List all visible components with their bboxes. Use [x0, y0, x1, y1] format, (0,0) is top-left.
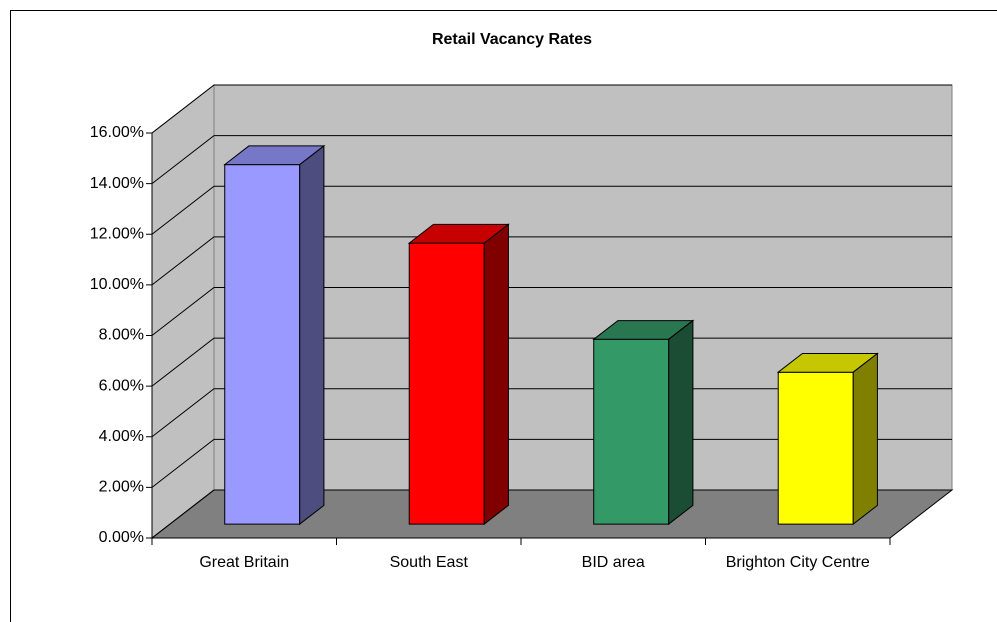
y-tick-label: 6.00% — [99, 377, 144, 394]
x-tick-label: Brighton City Centre — [725, 554, 870, 571]
bar-side — [299, 144, 325, 526]
y-tick-label: 14.00% — [90, 175, 144, 192]
bar-side — [668, 319, 694, 526]
bar-front — [777, 371, 854, 525]
x-tick-label: South East — [389, 554, 468, 571]
bar-front — [224, 164, 301, 525]
bar-front — [408, 242, 485, 525]
y-tick-label: 4.00% — [99, 428, 144, 445]
y-tick-label: 8.00% — [99, 327, 144, 344]
y-tick-label: 0.00% — [99, 529, 144, 546]
bar-side — [483, 223, 509, 526]
bar — [407, 223, 510, 526]
y-tick-label: 16.00% — [90, 124, 144, 141]
grid-line — [151, 388, 952, 438]
bar — [592, 319, 695, 526]
chart-title: Retail Vacancy Rates — [432, 31, 592, 48]
bar — [776, 352, 879, 526]
grid-line — [151, 236, 952, 286]
grid-line — [151, 185, 952, 235]
y-tick-label: 12.00% — [90, 225, 144, 242]
grid-line — [151, 287, 952, 336]
bar — [223, 144, 326, 526]
grid-line — [151, 84, 952, 134]
x-tick-label: Great Britain — [199, 554, 290, 571]
bar-side — [852, 352, 878, 526]
x-tick-label: BID area — [581, 554, 645, 571]
y-tick-label: 2.00% — [99, 479, 144, 496]
grid-line — [151, 135, 952, 185]
grid-line — [151, 489, 952, 539]
grid-line — [151, 438, 952, 488]
grid-line — [151, 337, 952, 387]
y-tick-label: 10.00% — [90, 276, 144, 293]
bar-front — [593, 338, 670, 525]
